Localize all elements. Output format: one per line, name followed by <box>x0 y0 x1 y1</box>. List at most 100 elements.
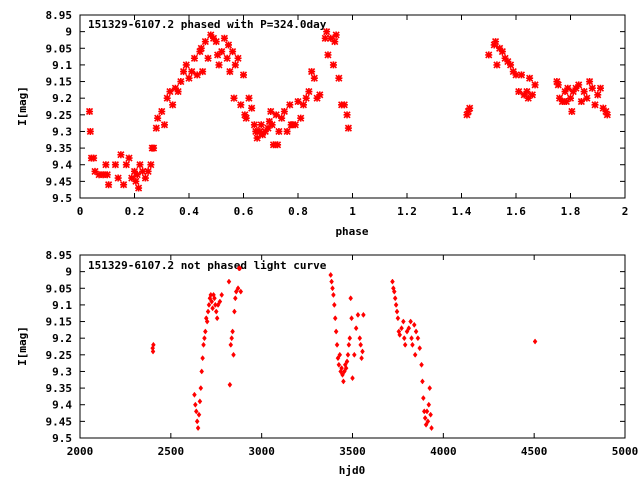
data-point <box>408 318 413 325</box>
data-point <box>171 84 179 92</box>
data-point <box>273 141 282 149</box>
phased-y-tick-label: 8.95 <box>46 9 73 22</box>
data-point <box>212 38 220 46</box>
data-point <box>291 121 299 129</box>
data-point <box>569 87 577 96</box>
unphased-y-tick-label: 9.5 <box>52 432 72 445</box>
data-point <box>257 121 265 129</box>
data-point <box>122 161 130 169</box>
data-point <box>204 54 212 62</box>
data-point <box>501 54 509 62</box>
data-point <box>299 101 308 109</box>
data-point <box>335 355 341 362</box>
data-point <box>558 97 566 106</box>
data-point <box>283 127 291 136</box>
unphased-y-tick-label: 8.95 <box>46 249 73 262</box>
unphased-plot-frame <box>79 254 626 439</box>
data-point <box>256 127 264 136</box>
phased-y-tick-label: 9.2 <box>52 92 72 105</box>
data-point <box>278 114 286 122</box>
phased-y-tick-label: 9.5 <box>52 192 72 205</box>
data-point <box>415 335 421 342</box>
data-point <box>193 408 199 415</box>
data-point <box>575 81 583 89</box>
data-point <box>466 104 474 112</box>
data-point <box>355 311 361 318</box>
data-point <box>201 341 206 348</box>
data-point <box>204 318 210 325</box>
data-point <box>409 335 414 342</box>
phased-x-tick-label: 0.4 <box>179 205 199 218</box>
phased-x-tick-label: 2 <box>622 205 629 218</box>
data-point <box>313 94 321 102</box>
data-point <box>512 71 520 79</box>
data-point <box>599 104 607 112</box>
data-point <box>233 295 238 302</box>
data-point <box>359 355 364 362</box>
data-point <box>357 335 363 342</box>
phased-y-tick-label: 9.45 <box>46 175 73 188</box>
data-point <box>523 87 531 96</box>
phased-x-axis-title: phase <box>335 225 368 238</box>
phased-x-tick-label: 1.4 <box>452 205 472 218</box>
data-point <box>99 171 107 179</box>
data-point <box>327 34 335 42</box>
data-point <box>259 131 267 139</box>
data-point <box>214 315 220 322</box>
data-point <box>564 84 572 92</box>
data-point <box>253 134 261 142</box>
data-point <box>428 411 433 418</box>
data-point <box>401 318 406 325</box>
data-point <box>248 104 256 112</box>
data-point <box>333 328 339 335</box>
data-point <box>238 288 244 295</box>
phased-y-tick-label: 9.25 <box>46 109 73 122</box>
data-point <box>250 121 258 129</box>
data-point <box>421 395 426 402</box>
data-point <box>207 31 215 39</box>
data-point <box>160 121 169 129</box>
data-point <box>188 67 196 76</box>
data-point <box>588 84 596 92</box>
data-point <box>174 87 182 96</box>
data-point <box>321 34 329 42</box>
unphased-y-tick-label: 9.2 <box>52 332 72 345</box>
data-point <box>504 58 512 66</box>
data-point <box>234 54 242 62</box>
data-point <box>114 174 122 182</box>
data-point <box>201 38 209 46</box>
data-point <box>419 361 424 368</box>
data-point <box>199 67 207 76</box>
data-point <box>332 301 337 308</box>
data-point <box>193 71 201 79</box>
phased-y-tick-label: 9.3 <box>52 125 72 138</box>
data-point <box>524 94 532 102</box>
data-point <box>195 425 201 432</box>
unphased-chart-title: 151329-6107.2 not phased light curve <box>88 259 327 272</box>
data-point <box>267 107 275 116</box>
data-point <box>350 375 355 382</box>
data-point <box>90 154 98 162</box>
data-point <box>393 301 399 308</box>
data-point <box>324 51 332 59</box>
data-point <box>566 94 575 102</box>
data-point <box>226 67 234 76</box>
data-point <box>150 144 158 152</box>
unphased-y-tick-label: 9.15 <box>46 316 73 329</box>
data-point <box>517 71 526 79</box>
data-point <box>310 74 318 82</box>
data-point <box>85 107 94 116</box>
unphased-data-points <box>150 265 538 432</box>
data-point <box>231 61 239 69</box>
data-point <box>231 351 236 358</box>
data-point <box>102 161 110 169</box>
data-point <box>423 421 429 428</box>
data-point <box>390 278 395 285</box>
phased-y-tick-label: 9.35 <box>46 142 73 155</box>
data-point <box>417 345 423 352</box>
data-point <box>596 84 605 92</box>
phased-plot-frame <box>79 14 626 199</box>
data-point <box>498 48 506 56</box>
phased-x-tick-label: 0.6 <box>234 205 254 218</box>
data-point <box>328 271 334 278</box>
